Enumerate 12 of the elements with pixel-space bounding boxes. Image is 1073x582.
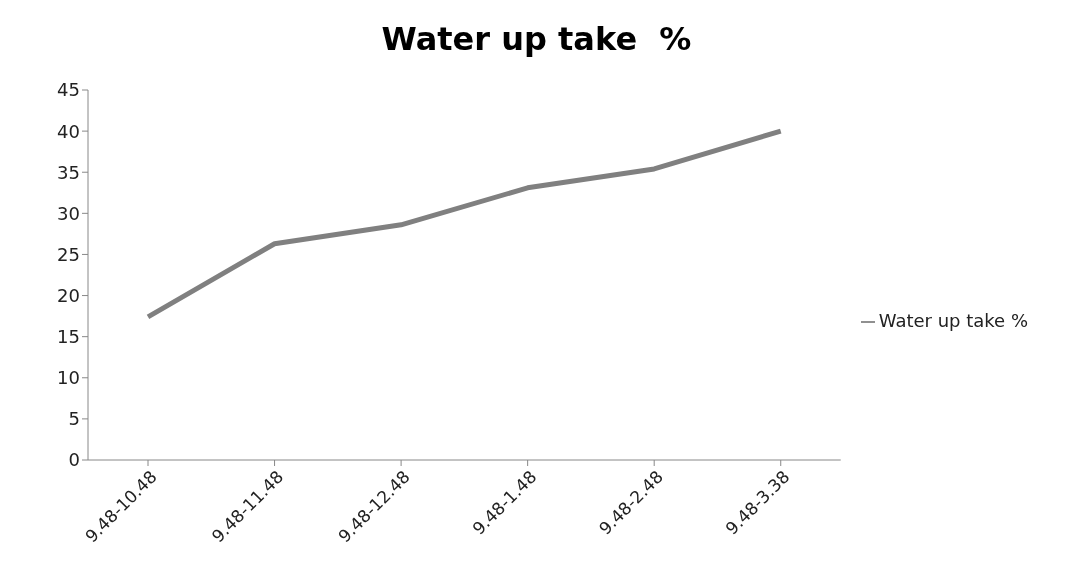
legend-label: Water up take %: [878, 309, 1028, 331]
y-tick-label: 15: [57, 326, 80, 348]
y-tick-label: 40: [57, 120, 80, 142]
y-tick-label: 10: [57, 367, 80, 389]
y-tick-label: 5: [68, 408, 80, 430]
chart-title: Water up take %: [380, 19, 693, 60]
y-tick-label: 0: [68, 449, 80, 471]
y-tick-label: 20: [57, 284, 80, 306]
y-tick-label: 35: [57, 161, 80, 183]
y-tick-label: 45: [57, 79, 80, 101]
y-tick-label: 30: [57, 202, 80, 224]
y-tick-label: 25: [57, 243, 80, 265]
